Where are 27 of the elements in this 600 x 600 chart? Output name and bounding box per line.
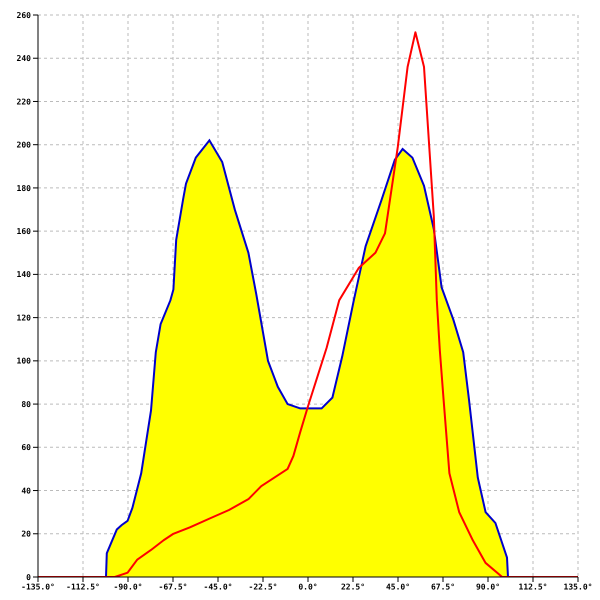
x-tick-label: -135.0°	[21, 582, 55, 592]
y-tick-label: 100	[16, 356, 32, 366]
y-tick-label: 80	[21, 400, 32, 409]
x-tick-label: -90.0°	[114, 582, 142, 592]
y-tick-label: 260	[16, 10, 32, 20]
y-tick-label: 240	[16, 54, 32, 64]
y-tick-label: 60	[21, 443, 32, 452]
x-tick-label: 67.5°	[430, 582, 456, 592]
x-tick-label: -67.5°	[158, 582, 188, 592]
y-tick-label: 0	[26, 572, 32, 582]
y-tick-label: 200	[16, 140, 32, 150]
x-tick-label: 112.5°	[518, 582, 548, 592]
x-tick-label: 45.0°	[386, 582, 410, 592]
x-tick-label: 135.0°	[564, 582, 592, 592]
y-tick-label: 180	[16, 184, 32, 193]
x-tick-label: 22.5°	[340, 582, 366, 592]
y-tick-label: 40	[21, 486, 32, 496]
x-tick-label: 90.0°	[476, 582, 500, 592]
x-tick-label: -22.5°	[248, 582, 278, 592]
y-tick-label: 220	[16, 97, 32, 106]
y-tick-label: 20	[21, 530, 32, 539]
y-tick-label: 120	[16, 313, 32, 322]
y-tick-label: 140	[16, 270, 32, 280]
x-tick-label: 0.0°	[298, 582, 318, 592]
x-tick-label: -45.0°	[204, 582, 232, 592]
y-tick-label: 160	[16, 226, 32, 236]
x-tick-label: -112.5°	[66, 582, 100, 592]
